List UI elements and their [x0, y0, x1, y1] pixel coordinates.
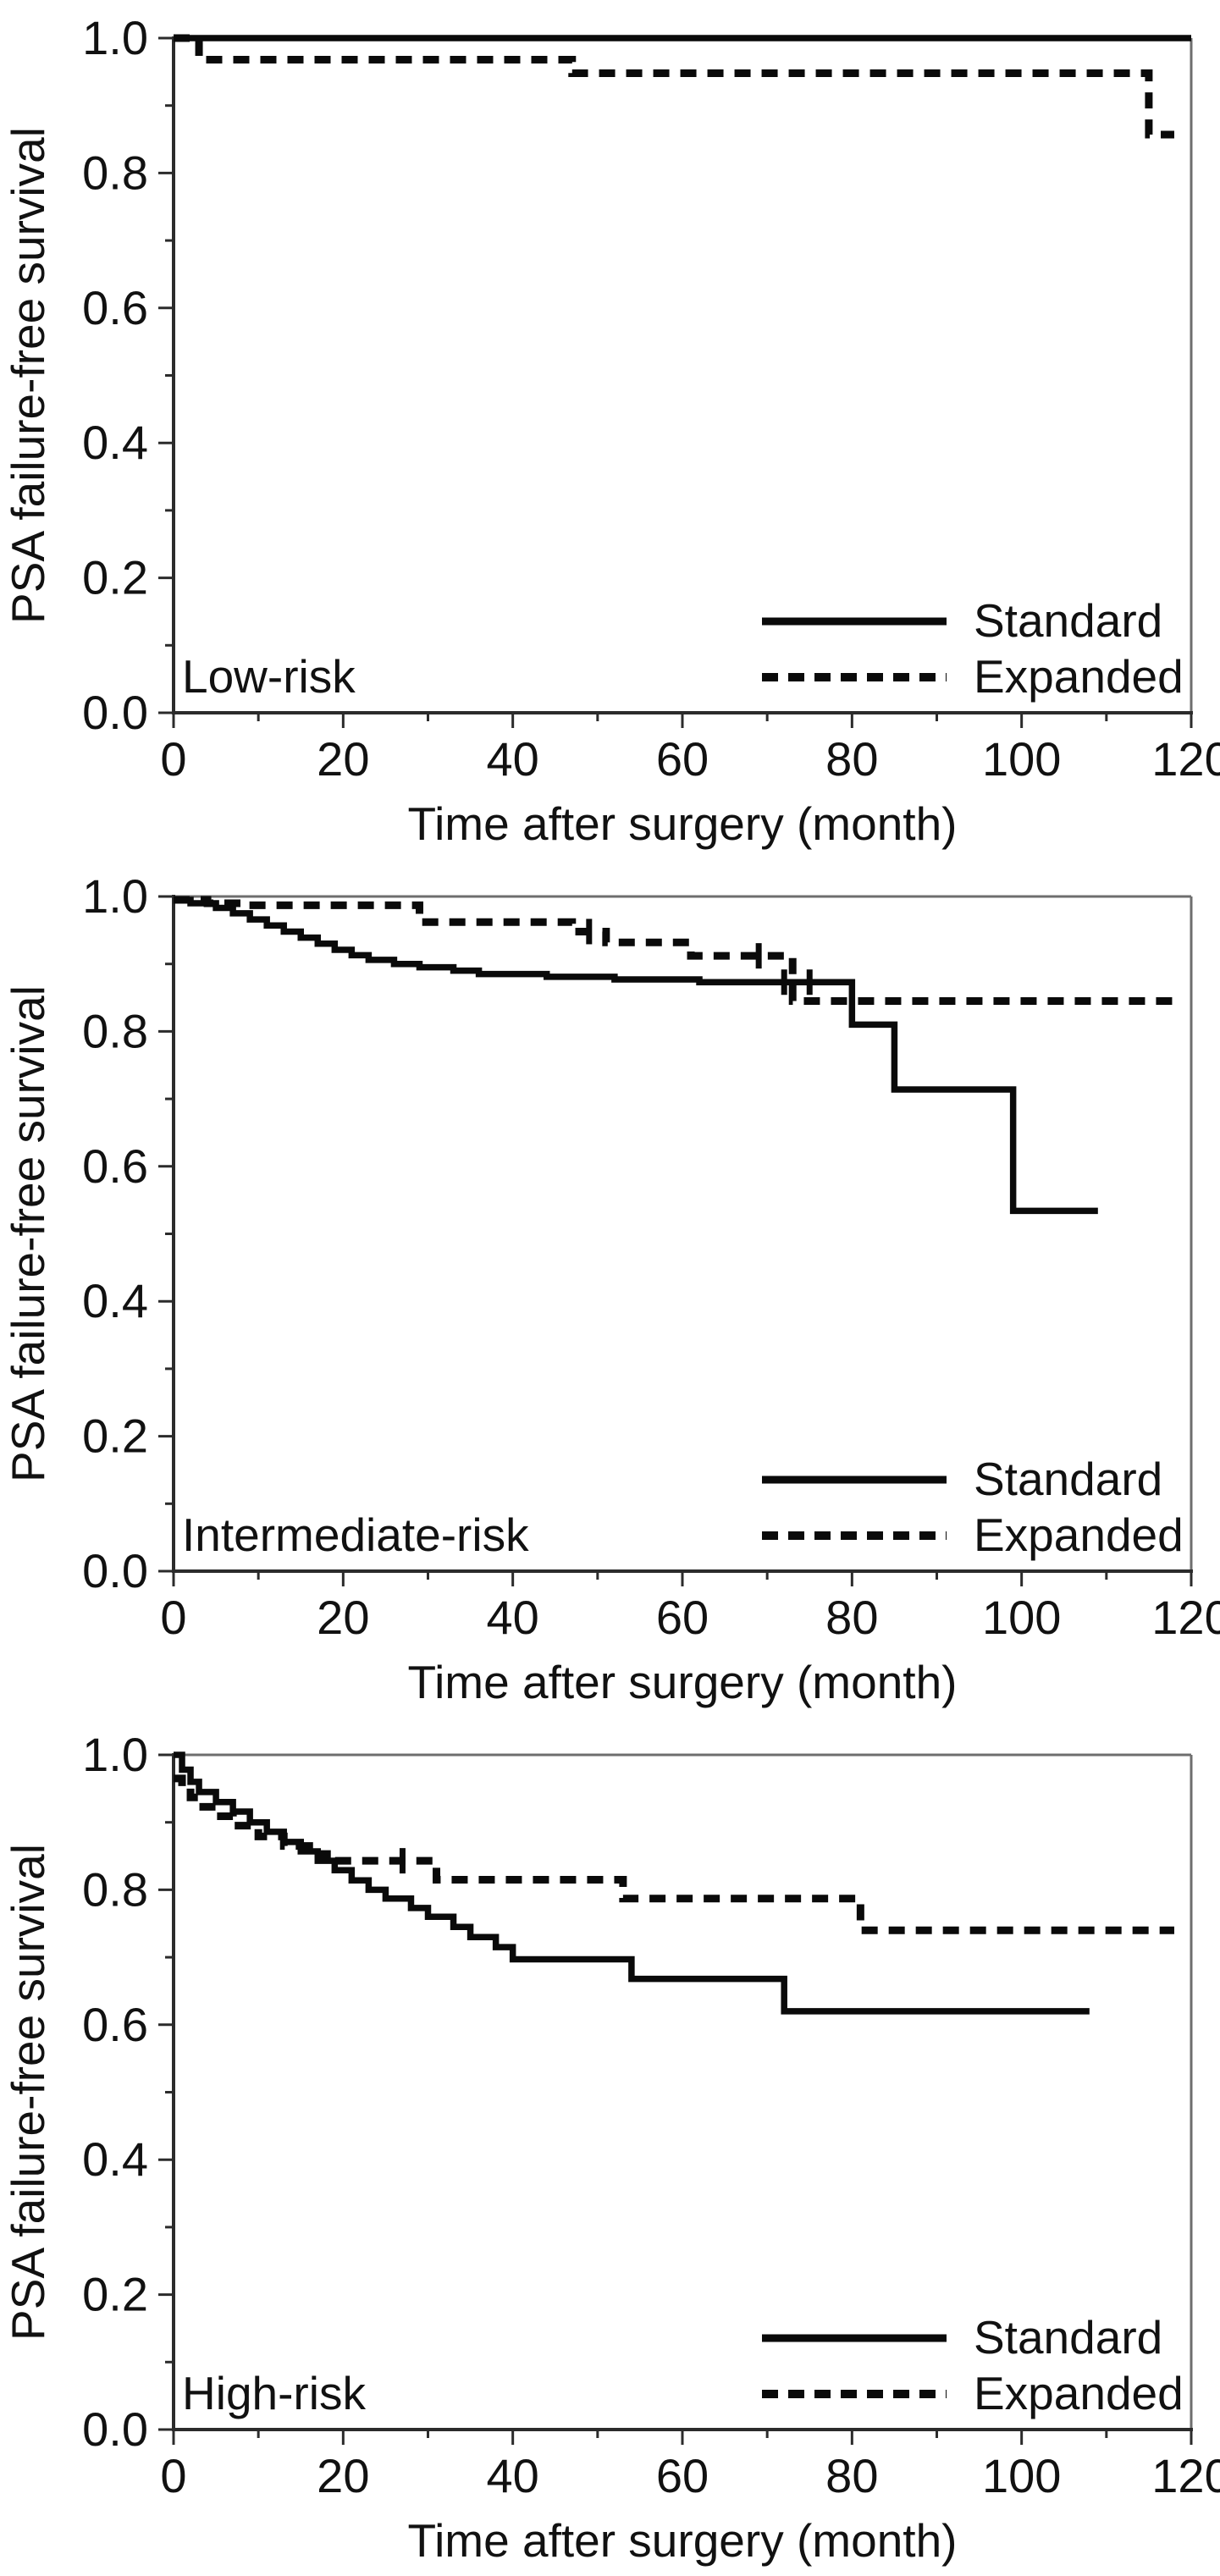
- x-tick-label: 60: [656, 2449, 709, 2502]
- y-tick-label: 1.0: [82, 11, 148, 64]
- y-axis-title: PSA failure-free survival: [2, 985, 54, 1482]
- x-axis-title: Time after surgery (month): [408, 2514, 958, 2567]
- x-tick-label: 60: [656, 732, 709, 786]
- legend-label-standard: Standard: [974, 2311, 1162, 2364]
- x-tick-label: 80: [825, 732, 878, 786]
- legend-label-standard: Standard: [974, 594, 1162, 647]
- curve-expanded: [174, 34, 1174, 139]
- y-tick-label: 0.6: [82, 1139, 148, 1193]
- x-tick-label: 120: [1151, 1591, 1220, 1644]
- panel-label: High-risk: [182, 2367, 366, 2419]
- x-tick-label: 20: [317, 1591, 369, 1644]
- y-tick-label: 0.2: [82, 1409, 148, 1463]
- x-tick-label: 0: [160, 732, 186, 786]
- y-tick-label: 1.0: [82, 1728, 148, 1781]
- x-tick-label: 120: [1151, 2449, 1220, 2502]
- chart-intermediate-risk: 0.0 0.2 0.4 0.6 0.8 1.0 0 20 40 60 80 100 120 Time af…: [2, 869, 1220, 1708]
- panel-high-risk: 0.0 0.2 0.4 0.6 0.8 1.0 0 20 40 60 80 100 120 Time af…: [0, 1717, 1220, 2576]
- y-tick-label: 0.4: [82, 2132, 148, 2186]
- legend-label-expanded: Expanded: [974, 650, 1184, 703]
- x-tick-label: 0: [160, 1591, 186, 1644]
- x-axis-title: Time after surgery (month): [408, 1656, 958, 1708]
- x-tick-label: 100: [982, 732, 1061, 786]
- x-tick-label: 80: [825, 1591, 878, 1644]
- y-tick-label: 0.8: [82, 1004, 148, 1057]
- panel-intermediate-risk: 0.0 0.2 0.4 0.6 0.8 1.0 0 20 40 60 80 100 120 Time af…: [0, 858, 1220, 1717]
- y-tick-label: 0.0: [82, 2402, 148, 2456]
- curve-expanded: [174, 1774, 1174, 1934]
- y-tick-label: 0.8: [82, 1862, 148, 1916]
- x-axis-title: Time after surgery (month): [408, 797, 958, 850]
- y-tick-label: 0.4: [82, 1274, 148, 1327]
- curve-expanded: [174, 896, 1174, 1006]
- chart-high-risk: 0.0 0.2 0.4 0.6 0.8 1.0 0 20 40 60 80 100 120 Time af…: [2, 1728, 1220, 2567]
- x-tick-label: 120: [1151, 732, 1220, 786]
- y-tick-label: 0.0: [82, 686, 148, 739]
- x-tick-label: 0: [160, 2449, 186, 2502]
- y-tick-label: 0.2: [82, 2268, 148, 2321]
- panel-label: Intermediate-risk: [182, 1509, 529, 1561]
- y-axis-title: PSA failure-free survival: [2, 1844, 54, 2341]
- curve-standard: [174, 896, 1098, 1215]
- chart-low-risk: 0.0 0.2 0.4 0.6 0.8 1.0 0 20 40 60 80 100 120 Time af…: [2, 11, 1220, 850]
- x-tick-label: 60: [656, 1591, 709, 1644]
- x-tick-label: 40: [487, 1591, 539, 1644]
- y-tick-label: 0.2: [82, 551, 148, 604]
- y-tick-label: 0.6: [82, 1998, 148, 2051]
- x-tick-label: 80: [825, 2449, 878, 2502]
- legend-label-expanded: Expanded: [974, 1509, 1184, 1561]
- panel-label: Low-risk: [182, 650, 356, 703]
- x-tick-label: 40: [487, 2449, 539, 2502]
- y-tick-label: 1.0: [82, 869, 148, 923]
- panel-low-risk: 0.0 0.2 0.4 0.6 0.8 1.0 0 20 40 60 80 100 120 Time af…: [0, 0, 1220, 858]
- x-tick-label: 20: [317, 2449, 369, 2502]
- x-tick-label: 100: [982, 1591, 1061, 1644]
- y-tick-label: 0.8: [82, 146, 148, 199]
- legend-label-expanded: Expanded: [974, 2367, 1184, 2419]
- y-tick-label: 0.6: [82, 281, 148, 334]
- x-tick-label: 20: [317, 732, 369, 786]
- y-axis-title: PSA failure-free survival: [2, 127, 54, 624]
- curve-standard: [174, 1751, 1090, 2015]
- y-tick-label: 0.0: [82, 1544, 148, 1597]
- legend-label-standard: Standard: [974, 1453, 1162, 1505]
- x-tick-label: 40: [487, 732, 539, 786]
- y-tick-label: 0.4: [82, 416, 148, 469]
- x-tick-label: 100: [982, 2449, 1061, 2502]
